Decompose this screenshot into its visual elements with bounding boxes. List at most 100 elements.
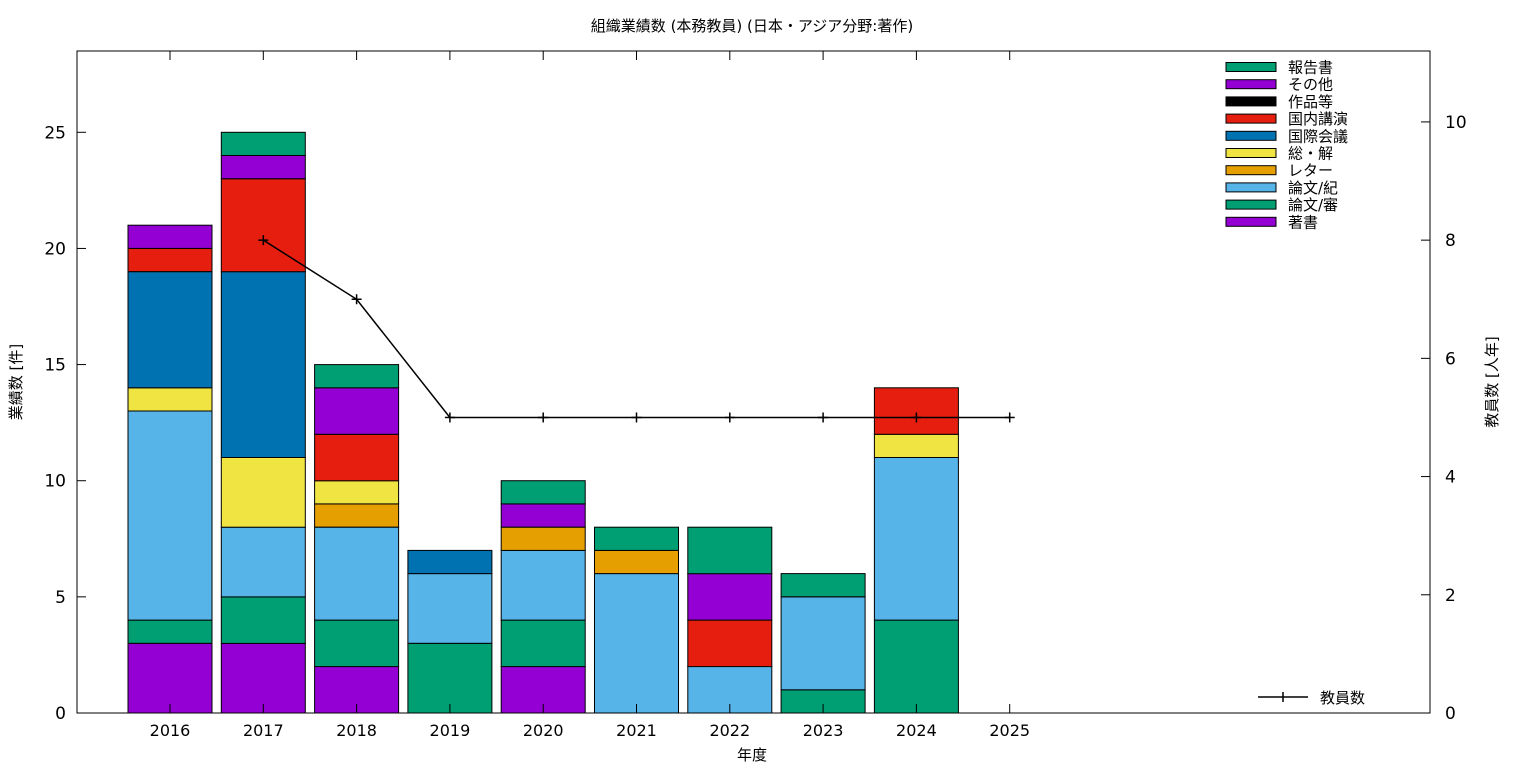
legend-swatch <box>1225 96 1277 107</box>
bar-2024-series-4 <box>873 433 959 458</box>
line-point-2018 <box>351 294 362 305</box>
bar-2020-series-3 <box>500 526 586 551</box>
x-axis-label: 年度 <box>737 746 767 764</box>
line-point-2022 <box>724 412 735 423</box>
bars-layer <box>127 131 959 714</box>
legend-item-4: 国際会議 <box>1225 127 1348 145</box>
bar-2016-series-2 <box>127 410 213 621</box>
y2-tick-label-1: 2 <box>1445 586 1456 606</box>
bar-2020-series-2 <box>500 549 586 621</box>
legend-swatch <box>1225 216 1277 227</box>
bar-2019-series-2 <box>407 573 493 644</box>
legend-swatch <box>1225 113 1277 124</box>
y-tick-label-4: 20 <box>44 239 66 259</box>
x-tick-label-2018: 2018 <box>336 721 377 740</box>
bar-2022-series-9 <box>687 526 773 575</box>
legend-label: 論文/審 <box>1288 196 1338 214</box>
x-tick-label-2023: 2023 <box>803 721 844 740</box>
bar-2020-series-9 <box>500 480 586 505</box>
bar-2023-series-9 <box>780 573 866 598</box>
legend-item-8: 論文/審 <box>1225 196 1338 214</box>
chart-title: 組織業績数 (本務教員) (日本・アジア分野:著作) <box>591 17 913 35</box>
legend-label: 報告書 <box>1288 59 1333 77</box>
y2-tick-label-4: 8 <box>1445 231 1456 251</box>
y-tick-label-5: 25 <box>44 123 66 143</box>
y2-tick-label-0: 0 <box>1445 704 1456 724</box>
legend-label: 論文/紀 <box>1288 179 1338 197</box>
bar-2022-series-6 <box>687 619 773 668</box>
x-tick-label-2024: 2024 <box>896 721 937 740</box>
bar-2018-series-6 <box>314 433 400 482</box>
legend-item-6: レター <box>1225 162 1333 180</box>
legend-swatch <box>1225 62 1277 72</box>
y2-tick-label-5: 10 <box>1445 113 1467 133</box>
bar-2018-series-1 <box>314 619 400 668</box>
legend-swatch <box>1225 79 1277 90</box>
legend-label: レター <box>1288 162 1333 180</box>
y2-tick-label-3: 6 <box>1445 349 1456 369</box>
bar-2018-series-8 <box>314 387 400 435</box>
bar-2018-series-4 <box>314 480 400 505</box>
legend-label: その他 <box>1288 76 1333 94</box>
bar-2018-series-2 <box>314 526 400 621</box>
bar-2018-series-3 <box>314 503 400 528</box>
bar-2017-series-1 <box>220 596 306 644</box>
x-tick-label-2016: 2016 <box>150 721 191 740</box>
y-tick-label-0: 0 <box>55 704 66 724</box>
bar-2017-series-6 <box>220 178 306 273</box>
bar-2020-series-1 <box>500 619 586 668</box>
bar-2024-series-6 <box>873 387 959 435</box>
line-layer <box>258 235 1015 423</box>
x-tick-label-2025: 2025 <box>989 721 1030 740</box>
bar-2021-series-2 <box>594 573 679 714</box>
line-point-2020 <box>538 412 549 423</box>
plot-frame <box>76 50 1431 714</box>
bar-2016-series-8 <box>127 224 213 249</box>
bar-2016-series-0 <box>127 642 213 714</box>
legend-label: 国際会議 <box>1288 127 1348 145</box>
bar-2017-series-9 <box>220 131 306 157</box>
x-tick-label-2021: 2021 <box>616 721 657 740</box>
legend-swatch <box>1225 199 1277 210</box>
bar-2018-series-9 <box>314 364 400 389</box>
line-point-2017 <box>258 235 269 246</box>
legend-line: 教員数 <box>1258 689 1365 707</box>
legend-line-label: 教員数 <box>1320 689 1365 707</box>
legend-label: 国内講演 <box>1288 110 1348 128</box>
x-tick-label-2019: 2019 <box>430 721 471 740</box>
legend-item-2: 作品等 <box>1225 93 1333 111</box>
legend-item-1: その他 <box>1225 76 1333 94</box>
bar-2023-series-2 <box>780 596 866 691</box>
line-point-2024 <box>911 412 922 423</box>
bar-2021-series-9 <box>594 526 679 551</box>
bar-2021-series-3 <box>594 549 679 575</box>
bar-2020-series-8 <box>500 503 586 528</box>
bar-2017-series-4 <box>220 457 306 528</box>
y2-axis-label: 教員数 [人年] <box>1483 336 1501 427</box>
line-point-2019 <box>444 412 455 423</box>
legend-label: 著書 <box>1288 213 1318 231</box>
line-point-2025 <box>1004 412 1015 423</box>
bar-2017-series-0 <box>220 642 306 714</box>
x-tick-label-2022: 2022 <box>709 721 750 740</box>
bar-2017-series-2 <box>220 526 306 598</box>
legend-item-7: 論文/紀 <box>1225 179 1338 197</box>
bar-2016-series-1 <box>127 619 213 644</box>
y-tick-label-2: 10 <box>44 472 66 492</box>
bar-2024-series-1 <box>873 619 959 714</box>
bar-2016-series-6 <box>127 247 213 273</box>
legend-item-3: 国内講演 <box>1225 110 1348 128</box>
y-tick-label-3: 15 <box>44 356 66 376</box>
legend-swatch <box>1225 182 1277 193</box>
bar-2016-series-4 <box>127 387 213 412</box>
y-tick-label-1: 5 <box>55 588 66 608</box>
legend-swatch <box>1225 130 1277 141</box>
legend-swatch <box>1225 165 1277 176</box>
y-axis-label: 業績数 [件] <box>7 344 25 420</box>
bar-2019-series-1 <box>407 642 493 714</box>
x-tick-label-2017: 2017 <box>243 721 284 740</box>
legend-swatch <box>1225 148 1277 158</box>
